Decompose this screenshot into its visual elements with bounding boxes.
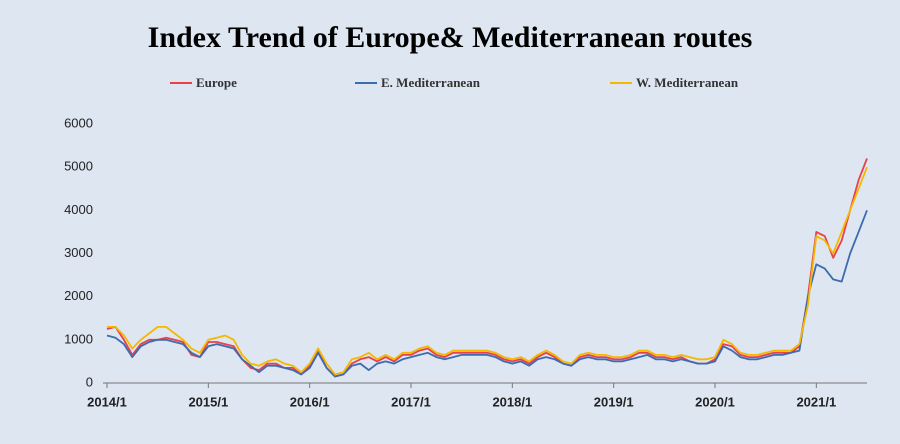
series-line — [106, 158, 868, 378]
y-tick-label: 4000 — [64, 202, 93, 217]
y-tick-label: 5000 — [64, 159, 93, 174]
legend-label: W. Mediterranean — [636, 75, 739, 90]
y-tick-label: 1000 — [64, 331, 93, 346]
y-tick-label: 0 — [86, 374, 93, 389]
x-tick-label: 2016/1 — [290, 394, 330, 409]
x-tick-label: 2017/1 — [391, 394, 431, 409]
x-tick-label: 2014/1 — [87, 394, 127, 409]
legend-label: E. Mediterranean — [381, 75, 481, 90]
legend-label: Europe — [196, 75, 237, 90]
y-tick-label: 3000 — [64, 245, 93, 260]
series-line — [106, 209, 868, 378]
series-line — [107, 166, 868, 376]
chart-title: Index Trend of Europe& Mediterranean rou… — [148, 21, 753, 54]
x-tick-label: 2015/1 — [188, 394, 228, 409]
y-tick-label: 6000 — [64, 115, 93, 130]
x-tick-label: 2020/1 — [695, 394, 735, 409]
x-tick-label: 2021/1 — [796, 394, 836, 409]
y-tick-label: 2000 — [64, 288, 93, 303]
x-tick-label: 2018/1 — [492, 394, 532, 409]
x-tick-label: 2019/1 — [594, 394, 634, 409]
